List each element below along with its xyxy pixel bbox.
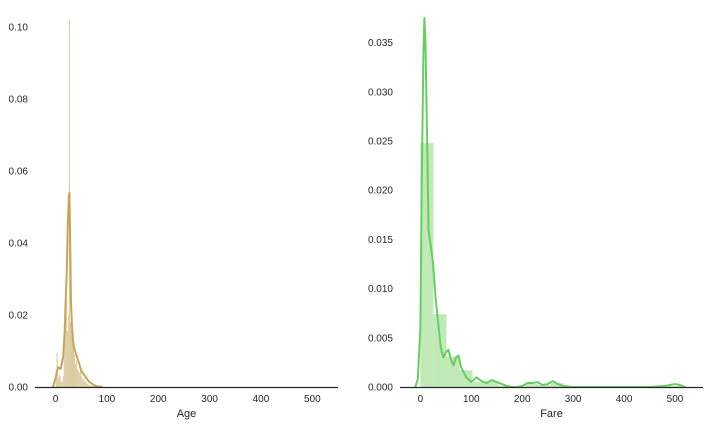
- fare-y-tick-label-2: 0.010: [368, 284, 393, 295]
- age-y-tick-label-2: 0.04: [9, 239, 29, 250]
- age-distribution-panel: 0 100 200 300 400 500 0.00 0.02 0.04 0.06 0.08 0.10…: [9, 19, 338, 420]
- fare-y-tick-label-3: 0.015: [368, 235, 393, 246]
- age-x-tick-label-3: 300: [201, 394, 218, 405]
- age-x-tick-label-1: 100: [99, 394, 116, 405]
- age-histogram-bar-8: [63, 343, 65, 387]
- age-y-tick-label-0: 0.00: [9, 383, 29, 394]
- age-histogram-bar-17: [73, 342, 75, 387]
- fare-histogram-bar-5: [485, 381, 499, 387]
- fare-y-tick-label-6: 0.030: [368, 87, 393, 98]
- age-histogram-bar-14: [69, 322, 71, 387]
- age-histogram-bar-5: [60, 381, 62, 387]
- age-histogram-bar-32: [88, 384, 90, 387]
- age-y-tick-label-3: 0.06: [9, 167, 29, 178]
- fare-x-tick-label-2: 200: [514, 394, 531, 405]
- age-kde-curve: [51, 191, 103, 388]
- age-x-tick-label-4: 400: [253, 394, 270, 405]
- age-histogram-bar-29: [85, 381, 87, 387]
- fare-histogram-bar-9: [537, 385, 551, 387]
- age-histogram-bar-15: [70, 329, 72, 387]
- fare-x-tick-label-4: 400: [616, 394, 633, 405]
- age-x-tick-label-2: 200: [150, 394, 167, 405]
- fare-distribution-panel: 0 100 200 300 400 500 0.000 0.005 0.010 0.015 0.02…: [368, 17, 703, 420]
- age-histogram-bar-7: [62, 376, 64, 387]
- age-histogram-bar-12: [67, 315, 69, 387]
- fare-histogram-bar-2: [446, 356, 460, 387]
- age-histogram-bar-18: [74, 354, 76, 387]
- age-histogram-bar-34: [91, 385, 94, 387]
- fare-x-axis-label: Fare: [540, 408, 563, 420]
- age-histogram-bar-4: [59, 376, 61, 387]
- age-x-axis-label: Age: [177, 408, 197, 420]
- age-histogram-bar-6: [61, 381, 63, 387]
- fare-histogram-bar-8: [524, 384, 538, 387]
- age-histogram-bar-26: [82, 379, 84, 387]
- age-histogram-bars: [55, 19, 97, 388]
- fare-y-tick-label-4: 0.020: [368, 186, 393, 197]
- age-histogram-bar-10: [65, 293, 67, 387]
- age-histogram-bar-30: [86, 382, 88, 387]
- age-histogram-bar-33: [89, 385, 92, 387]
- fare-y-tick-label-5: 0.025: [368, 137, 393, 148]
- age-y-tick-label-5: 0.10: [9, 23, 29, 34]
- fare-histogram-bar-6: [498, 386, 512, 387]
- fare-x-tick-label-0: 0: [418, 394, 424, 405]
- age-histogram-bar-27: [83, 378, 85, 387]
- fare-y-tick-label-1: 0.005: [368, 333, 393, 344]
- age-histogram-bar-11: [66, 331, 68, 387]
- fare-histogram-bar-3: [459, 370, 473, 387]
- age-x-tick-label-5: 500: [304, 394, 321, 405]
- fare-x-tick-label-5: 500: [667, 394, 684, 405]
- fare-x-tick-label-1: 100: [463, 394, 480, 405]
- fare-y-tick-label-0: 0.000: [368, 383, 393, 394]
- age-histogram-bar-25: [81, 376, 83, 387]
- age-histogram-bar-2: [57, 378, 59, 387]
- age-histogram-bar-24: [80, 370, 82, 387]
- age-histogram-bar-22: [78, 370, 80, 387]
- fare-histogram-bars: [420, 142, 682, 387]
- age-histogram-bar-16: [71, 338, 74, 387]
- fare-histogram-bar-4: [472, 382, 486, 387]
- age-histogram-bar-21: [77, 369, 79, 387]
- age-histogram-bar-20: [76, 360, 78, 387]
- fare-histogram-bar-1: [433, 314, 447, 387]
- fare-x-tick-label-3: 300: [565, 394, 582, 405]
- fare-kde-curve: [414, 17, 687, 388]
- age-y-tick-label-1: 0.02: [9, 311, 29, 322]
- age-histogram-bar-23: [79, 372, 81, 387]
- age-histogram-bar-28: [84, 381, 86, 387]
- fare-histogram-bar-0: [420, 142, 434, 387]
- fare-y-tick-label-7: 0.035: [368, 38, 393, 49]
- fare-histogram-bar-19: [668, 386, 682, 387]
- age-histogram-bar-19: [75, 363, 77, 387]
- age-x-tick-label-0: 0: [53, 394, 59, 405]
- age-y-tick-label-4: 0.08: [9, 95, 29, 106]
- age-histogram-bar-31: [87, 384, 89, 387]
- age-histogram-bar-3: [58, 374, 60, 387]
- fare-histogram-bar-10: [550, 383, 564, 387]
- age-histogram-bar-9: [64, 311, 66, 387]
